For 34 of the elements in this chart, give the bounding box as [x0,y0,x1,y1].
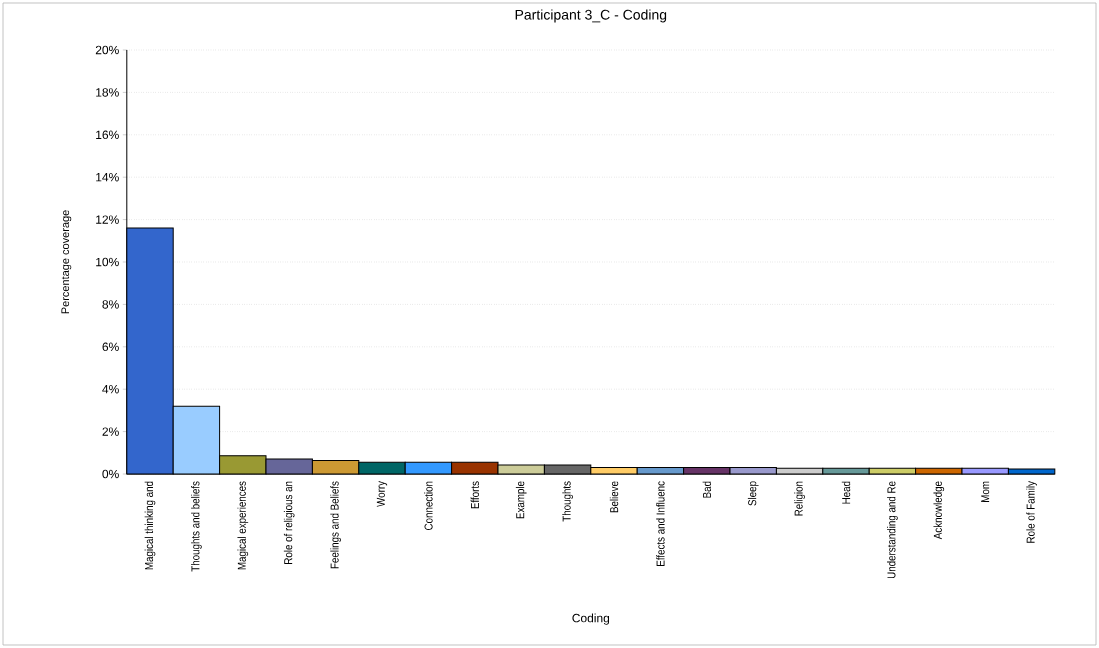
y-tick-label: 8% [102,300,119,309]
x-tick-label: Feelings and Beliefs [330,481,341,569]
y-tick-label: 18% [96,88,119,97]
y-tick-label: 6% [102,342,119,352]
x-tick-label: Thoughts [562,481,573,522]
x-tick-label: Role of religious an [283,481,295,564]
x-tick-label: Acknowledge [933,481,945,540]
x-axis-title: Coding [572,613,610,625]
x-tick-label: Efforts [470,481,480,509]
y-tick-label: 4% [102,385,119,394]
y-tick-label: 16% [96,130,119,140]
y-tick-label: 14% [96,173,119,182]
x-tick-label: Worry [376,481,388,507]
y-tick-label: 12% [96,215,119,224]
x-tick-label: Role of Family [1026,481,1037,543]
x-tick-label: Mom [981,481,990,502]
y-tick-label: 20% [95,45,119,55]
y-tick-label: 2% [102,427,119,436]
x-tick-label: Sleep [747,481,759,506]
x-tick-label: Religion [794,481,805,516]
x-tick-label: Bad [702,481,712,498]
x-tick-label: Example [515,481,527,519]
x-tick-label: Effects and Influenc [656,481,665,566]
x-tick-label: Connection [424,481,433,530]
y-tick-label: 0% [102,469,119,479]
chart-title: Participant 3_C - Coding [515,9,667,23]
x-tick-label: Thoughts and beliefs [191,481,202,572]
x-tick-label: Head [841,481,851,504]
x-tick-label: Understanding and Re [887,481,898,579]
x-tick-label: Believe [609,481,619,513]
y-tick-label: 10% [96,257,119,267]
y-axis-title: Percentage coverage [61,210,72,314]
x-tick-label: Magical thinking and [144,481,156,570]
x-tick-label: Magical experiences [237,481,249,570]
